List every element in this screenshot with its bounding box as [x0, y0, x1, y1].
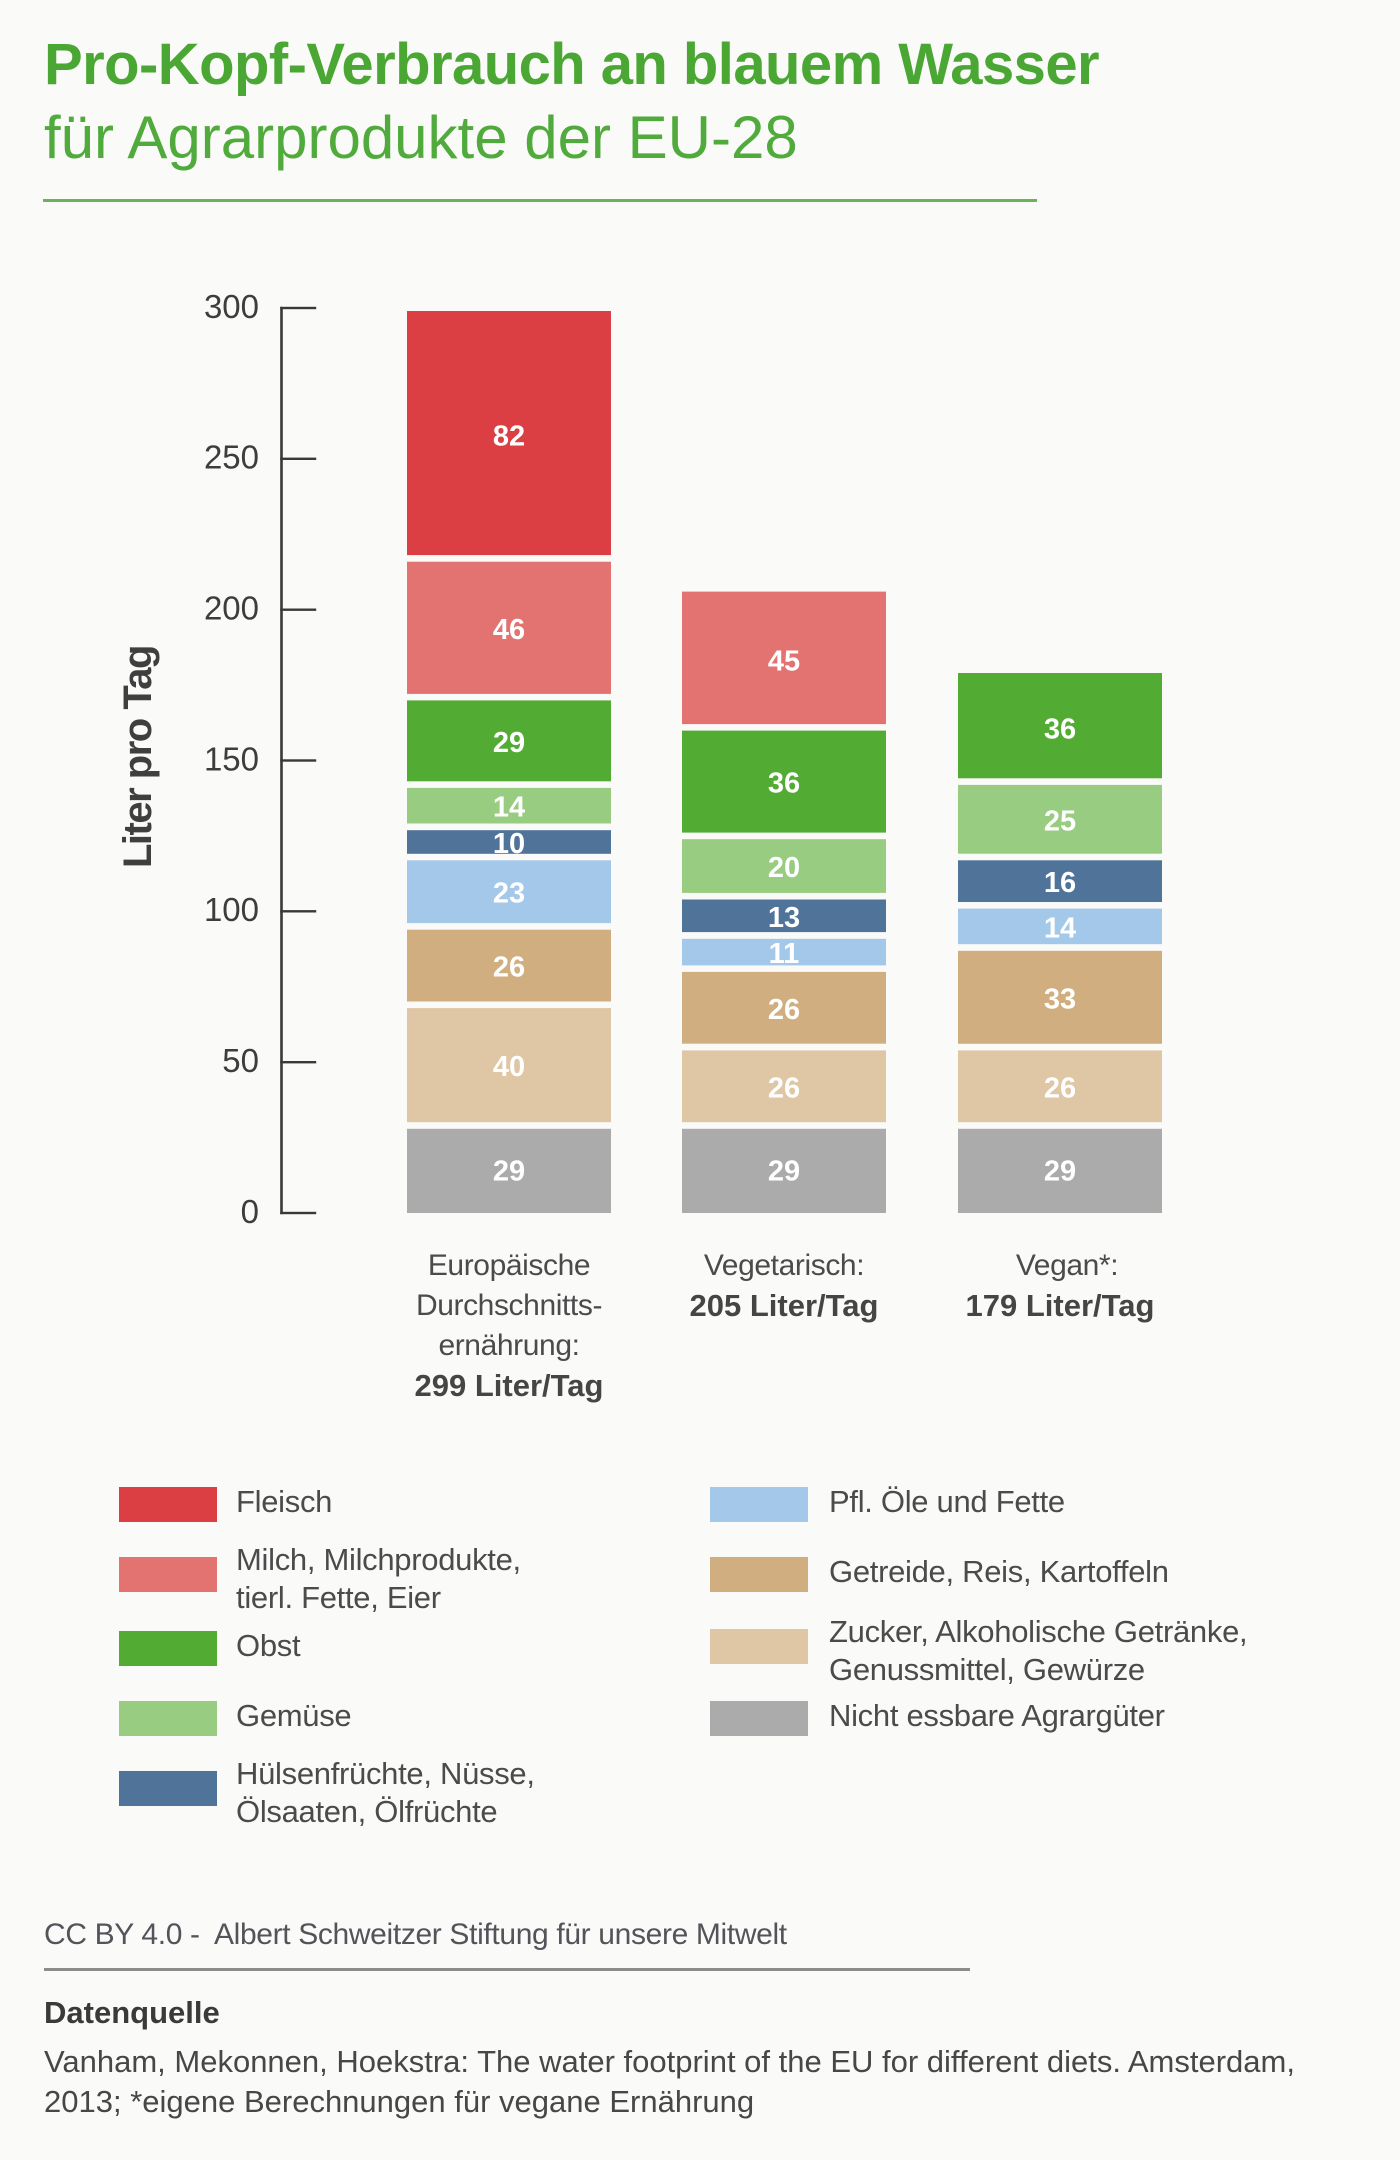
svg-text:250: 250: [204, 439, 259, 476]
svg-text:50: 50: [222, 1042, 259, 1079]
svg-text:29: 29: [768, 1155, 800, 1187]
svg-text:29: 29: [493, 1155, 525, 1187]
svg-text:36: 36: [768, 768, 800, 800]
svg-text:200: 200: [204, 590, 259, 627]
svg-text:26: 26: [768, 1072, 800, 1104]
svg-text:100: 100: [204, 891, 259, 928]
svg-text:82: 82: [493, 421, 525, 453]
svg-text:25: 25: [1044, 805, 1076, 837]
svg-text:36: 36: [1044, 713, 1076, 745]
svg-text:46: 46: [493, 614, 525, 646]
svg-text:0: 0: [241, 1193, 259, 1230]
svg-text:14: 14: [1044, 912, 1076, 944]
svg-text:33: 33: [1044, 983, 1076, 1015]
svg-text:14: 14: [493, 792, 525, 824]
svg-text:23: 23: [493, 878, 525, 910]
svg-text:26: 26: [493, 952, 525, 984]
svg-text:150: 150: [204, 740, 259, 777]
svg-text:16: 16: [1044, 867, 1076, 899]
svg-text:45: 45: [768, 645, 800, 677]
svg-text:13: 13: [768, 902, 800, 934]
svg-text:26: 26: [768, 994, 800, 1026]
svg-text:40: 40: [493, 1051, 525, 1083]
svg-text:29: 29: [1044, 1155, 1076, 1187]
svg-text:300: 300: [204, 288, 259, 325]
svg-text:11: 11: [769, 938, 800, 970]
svg-text:26: 26: [1044, 1072, 1076, 1104]
svg-text:10: 10: [493, 828, 525, 860]
svg-text:29: 29: [493, 727, 525, 759]
svg-text:20: 20: [768, 852, 800, 884]
